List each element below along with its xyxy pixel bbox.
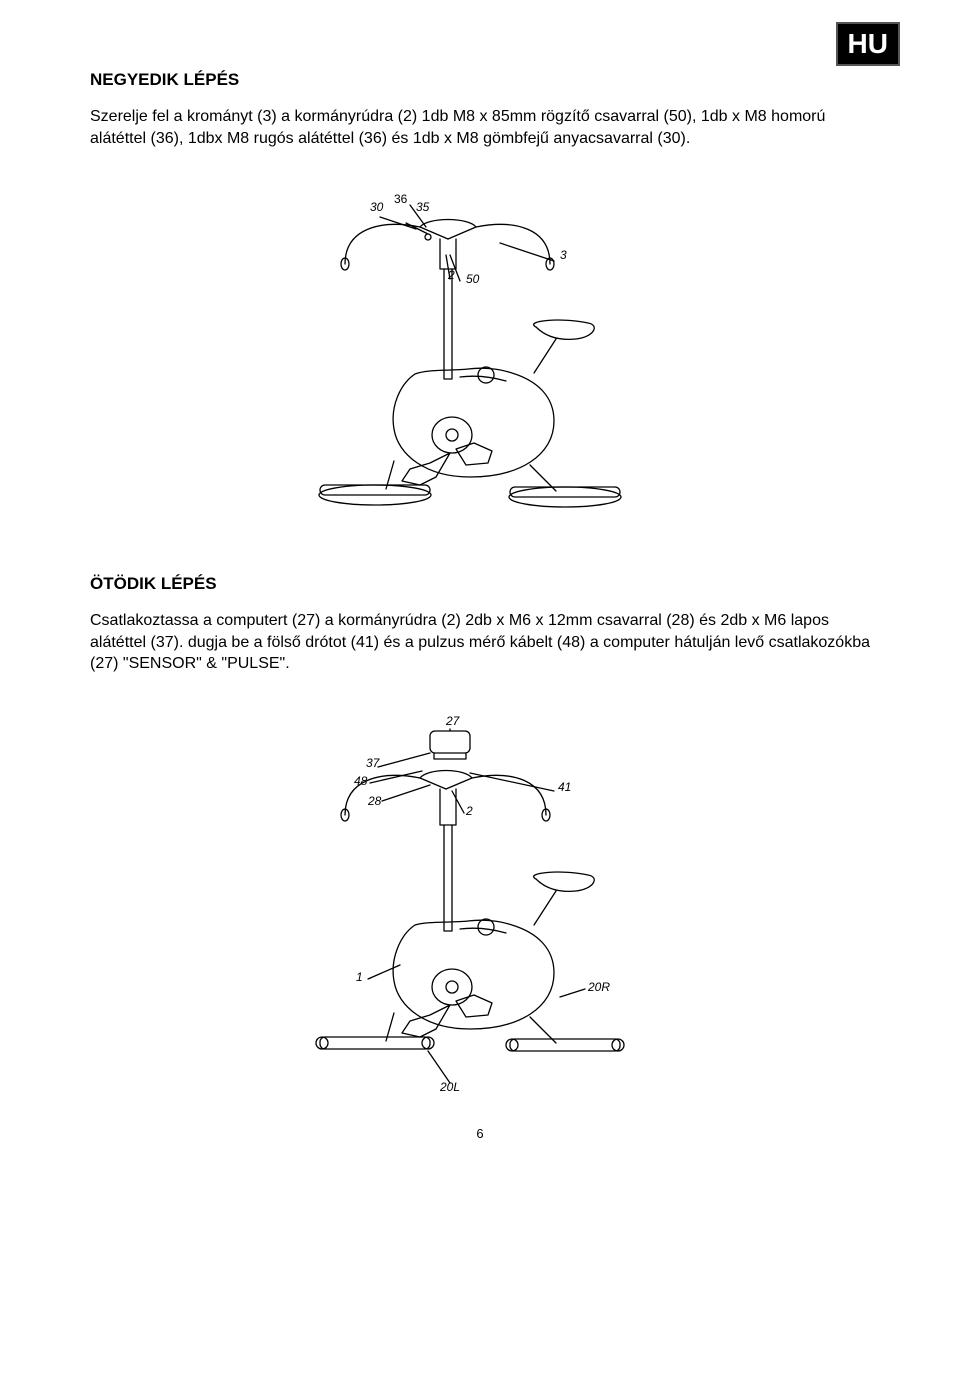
- step5-diagram: 27 37 48 28 41 2 1 20R 20L: [90, 695, 870, 1100]
- svg-text:3: 3: [560, 248, 567, 262]
- svg-text:50: 50: [466, 272, 480, 286]
- step4-title: NEGYEDIK LÉPÉS: [90, 70, 870, 90]
- step5-text: Csatlakoztassa a computert (27) a kormán…: [90, 610, 870, 675]
- svg-text:30: 30: [370, 200, 384, 214]
- step5-title: ÖTÖDIK LÉPÉS: [90, 574, 870, 594]
- svg-text:2: 2: [447, 268, 455, 282]
- svg-text:2: 2: [465, 804, 473, 818]
- svg-text:1: 1: [356, 970, 363, 984]
- language-badge: HU: [836, 22, 900, 66]
- step4-text: Szerelje fel a krományt (3) a kormányrúd…: [90, 106, 870, 149]
- step4-diagram: 30 36 35 3 50 2: [90, 169, 870, 534]
- svg-text:41: 41: [558, 780, 571, 794]
- page-number: 6: [90, 1126, 870, 1141]
- svg-text:28: 28: [367, 794, 382, 808]
- svg-text:37: 37: [366, 756, 381, 770]
- svg-text:48: 48: [354, 774, 368, 788]
- svg-text:35: 35: [416, 200, 430, 214]
- svg-text:20R: 20R: [587, 980, 610, 994]
- step4-callout-labels: 30 36 35 3 50 2: [370, 192, 567, 286]
- svg-text:36: 36: [394, 192, 408, 206]
- svg-text:20L: 20L: [439, 1080, 460, 1094]
- svg-text:27: 27: [445, 714, 461, 728]
